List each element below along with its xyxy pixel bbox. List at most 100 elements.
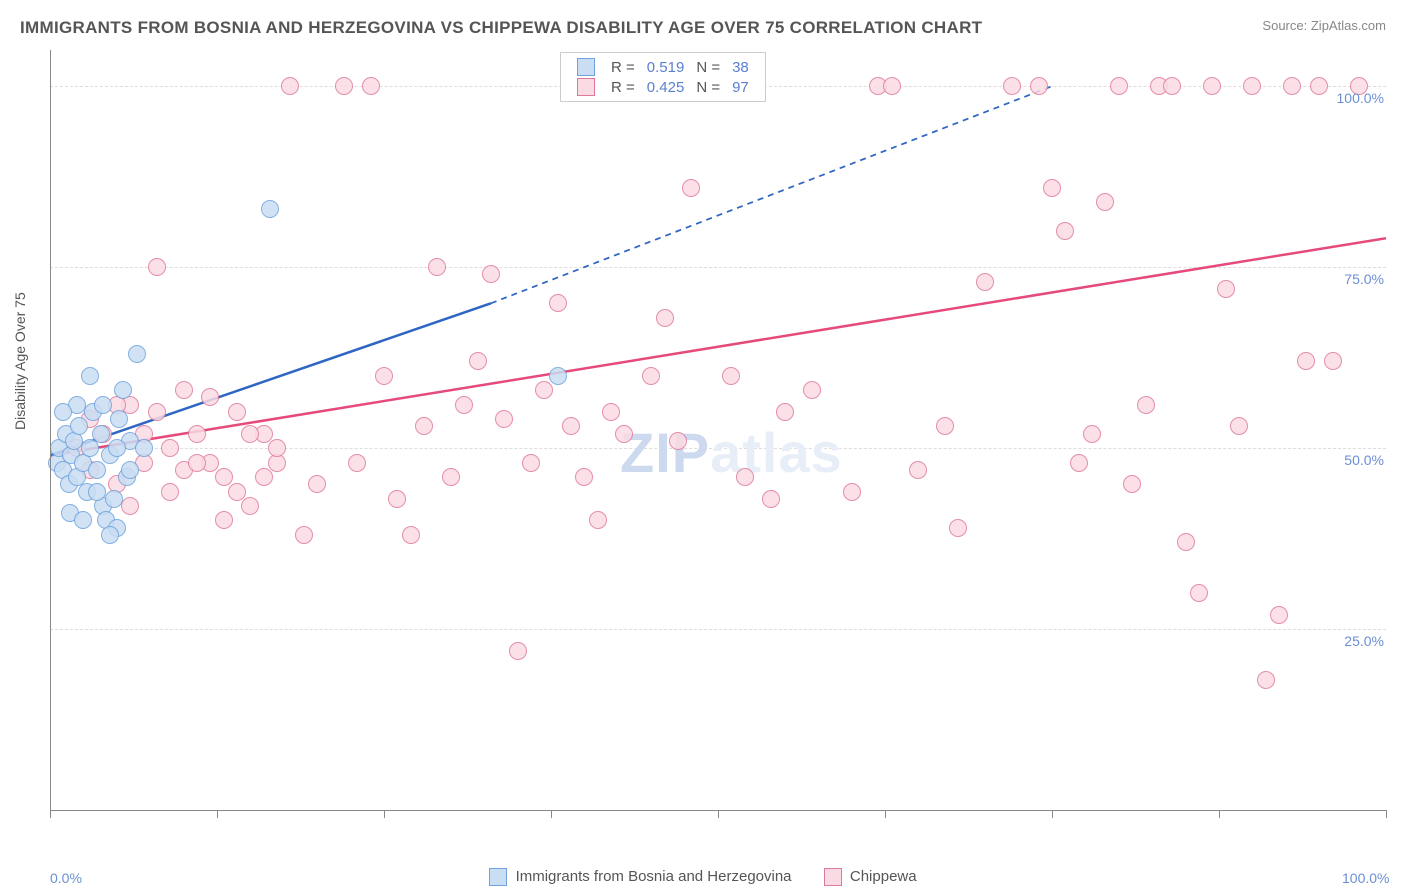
plot-area bbox=[50, 50, 1386, 810]
source-label: Source: bbox=[1262, 18, 1307, 33]
r-label: R = bbox=[605, 57, 641, 77]
x-tick-mark bbox=[885, 810, 886, 818]
scatter-point bbox=[188, 425, 206, 443]
x-tick-mark bbox=[50, 810, 51, 818]
scatter-point bbox=[161, 439, 179, 457]
scatter-point bbox=[1003, 77, 1021, 95]
legend-row-series-2: R = 0.425 N = 97 bbox=[571, 77, 755, 97]
scatter-point bbox=[549, 367, 567, 385]
scatter-point bbox=[54, 403, 72, 421]
scatter-point bbox=[88, 483, 106, 501]
scatter-point bbox=[615, 425, 633, 443]
source-link[interactable]: ZipAtlas.com bbox=[1311, 18, 1386, 33]
scatter-point bbox=[215, 511, 233, 529]
scatter-point bbox=[241, 497, 259, 515]
scatter-point bbox=[1056, 222, 1074, 240]
scatter-point bbox=[562, 417, 580, 435]
scatter-point bbox=[121, 497, 139, 515]
scatter-point bbox=[949, 519, 967, 537]
scatter-point bbox=[1137, 396, 1155, 414]
scatter-point bbox=[722, 367, 740, 385]
r-value-series-1: 0.519 bbox=[641, 57, 691, 77]
y-tick: 100.0% bbox=[1337, 90, 1384, 106]
scatter-point bbox=[281, 77, 299, 95]
correlation-legend: R = 0.519 N = 38 R = 0.425 N = 97 bbox=[560, 52, 766, 102]
scatter-point bbox=[1030, 77, 1048, 95]
n-value-series-2: 97 bbox=[726, 77, 755, 97]
scatter-point bbox=[241, 425, 259, 443]
legend-item-series-1: Immigrants from Bosnia and Herzegovina bbox=[489, 868, 795, 885]
swatch-series-2 bbox=[824, 868, 842, 886]
scatter-point bbox=[1163, 77, 1181, 95]
x-tick-mark bbox=[217, 810, 218, 818]
scatter-point bbox=[92, 425, 110, 443]
scatter-point bbox=[669, 432, 687, 450]
scatter-point bbox=[175, 381, 193, 399]
chart-title: IMMIGRANTS FROM BOSNIA AND HERZEGOVINA V… bbox=[20, 18, 982, 38]
scatter-point bbox=[1297, 352, 1315, 370]
legend-label-series-1: Immigrants from Bosnia and Herzegovina bbox=[516, 868, 792, 885]
scatter-markers-layer bbox=[50, 50, 1386, 810]
swatch-series-1 bbox=[489, 868, 507, 886]
n-value-series-1: 38 bbox=[726, 57, 755, 77]
scatter-point bbox=[388, 490, 406, 508]
y-tick: 75.0% bbox=[1344, 271, 1384, 287]
scatter-point bbox=[642, 367, 660, 385]
scatter-point bbox=[1310, 77, 1328, 95]
scatter-point bbox=[522, 454, 540, 472]
scatter-point bbox=[1043, 179, 1061, 197]
scatter-point bbox=[455, 396, 473, 414]
scatter-point bbox=[1110, 77, 1128, 95]
scatter-point bbox=[101, 526, 119, 544]
scatter-point bbox=[148, 258, 166, 276]
scatter-point bbox=[94, 396, 112, 414]
scatter-point bbox=[1324, 352, 1342, 370]
scatter-point bbox=[883, 77, 901, 95]
scatter-point bbox=[261, 200, 279, 218]
scatter-point bbox=[428, 258, 446, 276]
scatter-point bbox=[1123, 475, 1141, 493]
n-label: N = bbox=[690, 57, 726, 77]
scatter-point bbox=[335, 77, 353, 95]
scatter-point bbox=[148, 403, 166, 421]
scatter-point bbox=[1243, 77, 1261, 95]
scatter-point bbox=[762, 490, 780, 508]
source-attribution: Source: ZipAtlas.com bbox=[1262, 18, 1386, 33]
scatter-point bbox=[121, 461, 139, 479]
r-label: R = bbox=[605, 77, 641, 97]
scatter-point bbox=[228, 483, 246, 501]
scatter-point bbox=[1270, 606, 1288, 624]
n-label: N = bbox=[690, 77, 726, 97]
swatch-series-1 bbox=[577, 58, 595, 76]
scatter-point bbox=[295, 526, 313, 544]
scatter-point bbox=[602, 403, 620, 421]
scatter-point bbox=[348, 454, 366, 472]
swatch-series-2 bbox=[577, 78, 595, 96]
x-tick-mark bbox=[1219, 810, 1220, 818]
scatter-point bbox=[469, 352, 487, 370]
scatter-point bbox=[482, 265, 500, 283]
scatter-point bbox=[442, 468, 460, 486]
scatter-point bbox=[549, 294, 567, 312]
scatter-point bbox=[268, 439, 286, 457]
scatter-point bbox=[1096, 193, 1114, 211]
scatter-point bbox=[976, 273, 994, 291]
scatter-point bbox=[308, 475, 326, 493]
scatter-point bbox=[509, 642, 527, 660]
scatter-point bbox=[1070, 454, 1088, 472]
scatter-point bbox=[1257, 671, 1275, 689]
legend-item-series-2: Chippewa bbox=[824, 868, 917, 885]
y-tick: 25.0% bbox=[1344, 633, 1384, 649]
scatter-point bbox=[375, 367, 393, 385]
scatter-point bbox=[161, 483, 179, 501]
scatter-point bbox=[415, 417, 433, 435]
scatter-point bbox=[1083, 425, 1101, 443]
scatter-point bbox=[70, 417, 88, 435]
scatter-point bbox=[495, 410, 513, 428]
scatter-point bbox=[135, 439, 153, 457]
scatter-point bbox=[188, 454, 206, 472]
scatter-point bbox=[108, 439, 126, 457]
x-tick-mark bbox=[1052, 810, 1053, 818]
scatter-point bbox=[88, 461, 106, 479]
scatter-point bbox=[1230, 417, 1248, 435]
